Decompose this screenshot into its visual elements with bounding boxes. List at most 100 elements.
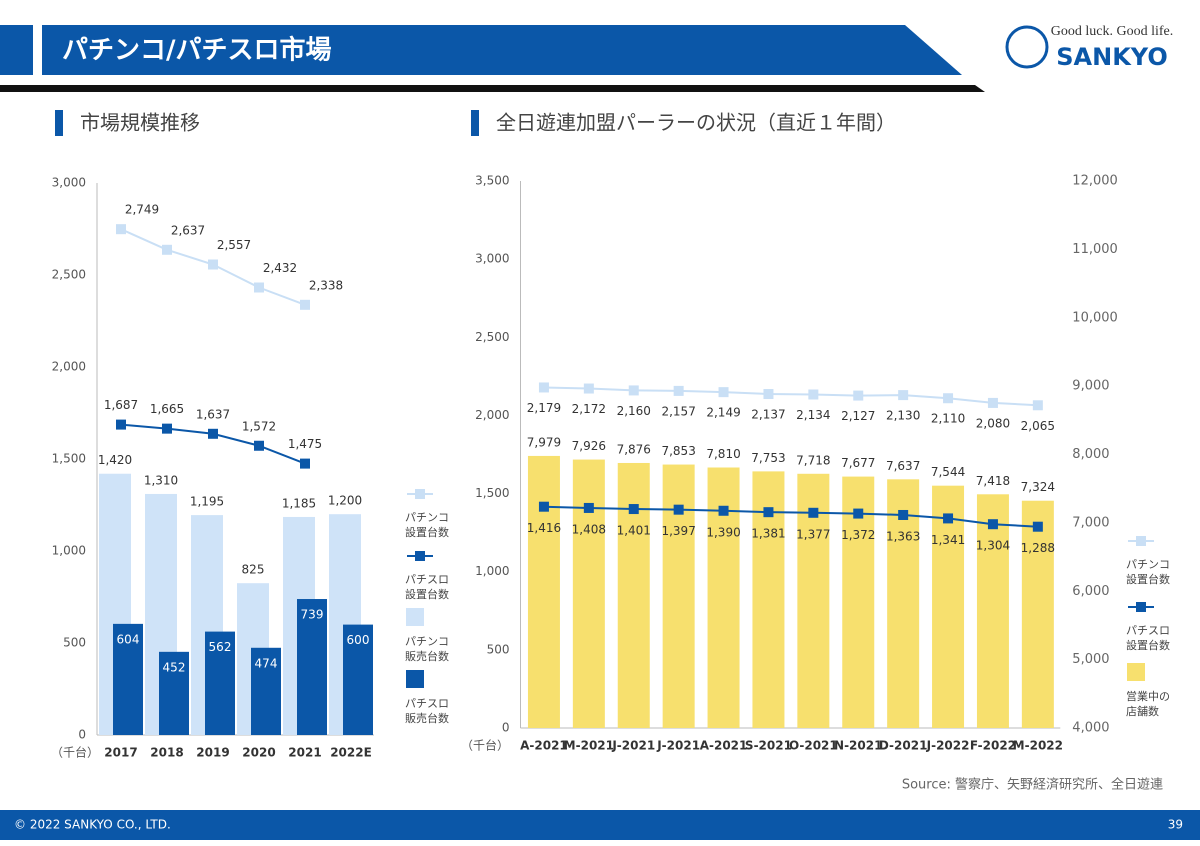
bar (932, 485, 965, 728)
data-label: 2,432 (263, 261, 297, 275)
x-tick-label: 2019 (196, 746, 229, 760)
legend-marker (415, 551, 425, 561)
data-label: 452 (163, 660, 186, 674)
y-tick-label: 2,000 (475, 408, 509, 422)
y-tick-label: 3,500 (475, 174, 509, 188)
line-marker (943, 393, 954, 404)
line-marker (853, 508, 864, 519)
data-label: 7,324 (1021, 480, 1055, 494)
y-tick-label: 1,500 (52, 452, 86, 466)
line-marker (718, 387, 729, 398)
data-label: 1,200 (328, 494, 362, 508)
bar (976, 494, 1009, 728)
copyright: © 2022 SANKYO CO., LTD. (14, 818, 171, 832)
bar (343, 624, 373, 735)
data-label: 7,753 (751, 451, 785, 465)
data-label: 7,418 (976, 474, 1010, 488)
data-label: 2,157 (661, 404, 695, 418)
data-label: 2,110 (931, 412, 965, 426)
y2-tick-label: 12,000 (1072, 174, 1118, 189)
legend-entry: パチンコ設置台数 (405, 511, 449, 539)
data-label: 7,718 (796, 453, 830, 467)
x-tick-label: N-2021 (834, 739, 882, 753)
line-marker (1032, 521, 1043, 532)
legend-entry: パチスロ設置台数 (405, 573, 449, 601)
section-title: 市場規模推移 (80, 111, 200, 135)
legend-swatch (1127, 663, 1145, 681)
y-tick-label: 2,500 (475, 330, 509, 344)
bar (572, 459, 605, 728)
data-label: 739 (301, 608, 324, 622)
line-marker (628, 385, 639, 396)
y2-tick-label: 9,000 (1072, 379, 1109, 394)
line-marker (808, 389, 819, 400)
header-rule (0, 85, 985, 92)
x-tick-label: F-2022 (970, 739, 1016, 753)
line-marker (583, 383, 594, 394)
x-tick-label: A-2021 (700, 739, 748, 753)
y2-tick-label: 11,000 (1072, 242, 1118, 257)
x-tick-label: S-2021 (745, 739, 792, 753)
data-label: 825 (242, 563, 265, 577)
logo-name: SANKYO (1056, 43, 1167, 71)
line-marker (763, 507, 774, 518)
logo-tagline: Good luck. Good life. (1051, 24, 1173, 39)
data-label: 600 (347, 633, 370, 647)
line-marker (254, 440, 264, 451)
data-label: 1,341 (931, 533, 965, 547)
x-tick-label: D-2021 (879, 739, 928, 753)
line-marker (987, 519, 998, 530)
data-label: 1,372 (841, 528, 875, 542)
data-label: 2,065 (1021, 419, 1055, 433)
data-label: 604 (117, 632, 140, 646)
data-label: 2,338 (309, 278, 343, 292)
x-tick-label: J-2021 (656, 739, 700, 753)
data-label: 1,572 (242, 419, 276, 433)
section-marker (471, 110, 479, 136)
data-label: 2,130 (886, 409, 920, 423)
legend-swatch (406, 670, 424, 688)
footer-bar (0, 810, 1200, 840)
legend-entry: パチンコ設置台数 (1126, 558, 1170, 586)
section-marker (55, 110, 63, 136)
bar (159, 651, 189, 735)
x-tick-label: 2020 (242, 746, 275, 760)
x-tick-label: 2021 (288, 746, 321, 760)
logo-circle (1005, 25, 1049, 69)
line-marker (898, 390, 909, 401)
legend-entry: 営業中の店舗数 (1126, 690, 1170, 718)
x-tick-label: 2018 (150, 746, 183, 760)
data-label: 1,665 (150, 402, 184, 416)
y2-tick-label: 4,000 (1072, 721, 1109, 736)
y-tick-label: 500 (63, 636, 86, 650)
x-tick-label: M-2022 (1013, 739, 1063, 753)
x-tick-label: J-2022 (926, 739, 970, 753)
unit-label: （千台） (461, 738, 509, 753)
data-label: 7,637 (886, 459, 920, 473)
data-label: 1,381 (751, 527, 785, 541)
line-marker (808, 507, 819, 518)
y-tick-label: 3,000 (475, 252, 509, 266)
y-tick-label: 1,000 (475, 564, 509, 578)
data-label: 1,416 (527, 521, 561, 535)
header-title: パチンコ/パチスロ市場 (62, 35, 332, 66)
x-tick-label: 2022E (330, 746, 372, 760)
source-note: Source: 警察庁、矢野経済研究所、全日遊連 (902, 777, 1163, 793)
legend-marker (415, 489, 425, 499)
line-marker (208, 259, 218, 270)
legend-marker (1136, 602, 1146, 612)
legend-entry: パチスロ販売台数 (405, 697, 449, 725)
data-label: 1,377 (796, 527, 830, 541)
line-marker (208, 428, 218, 439)
data-label: 474 (255, 656, 278, 670)
data-label: 7,926 (572, 439, 606, 453)
y-tick-label: 1,500 (475, 486, 509, 500)
data-label: 1,363 (886, 529, 920, 543)
data-label: 1,185 (282, 496, 316, 510)
line (543, 505, 1038, 528)
data-label: 2,149 (706, 406, 740, 420)
legend-swatch (406, 608, 424, 626)
x-tick-label: O-2021 (789, 739, 838, 753)
